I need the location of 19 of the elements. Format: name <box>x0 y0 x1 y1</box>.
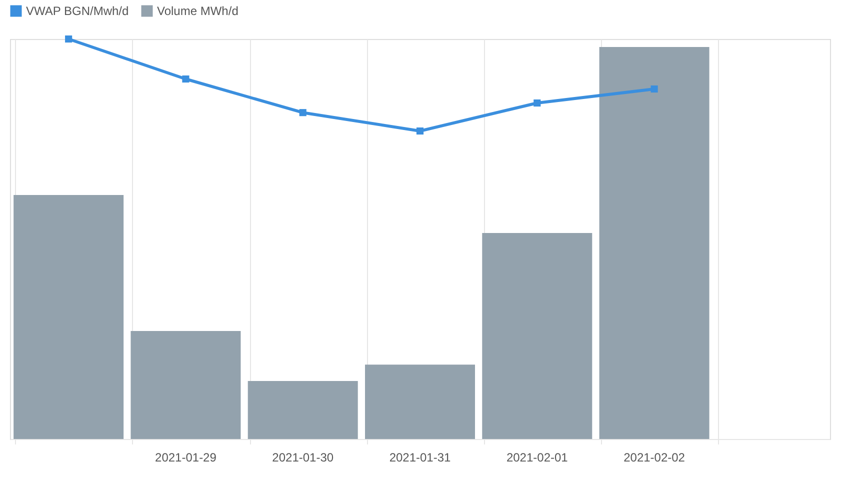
x-tick-label: 2021-01-29 <box>155 450 217 464</box>
x-tick-label: 2021-02-01 <box>506 450 568 464</box>
bar <box>599 47 710 439</box>
legend-label: Volume MWh/d <box>157 4 238 18</box>
bar <box>248 381 358 439</box>
legend-label: VWAP BGN/Mwh/d <box>26 4 129 18</box>
point <box>534 99 541 107</box>
bar <box>365 364 475 439</box>
point <box>650 85 658 93</box>
x-tick-label: 2021-01-30 <box>272 450 334 464</box>
point <box>299 109 306 116</box>
x-tick-label: 2021-01-31 <box>389 450 452 464</box>
point <box>416 127 424 135</box>
bar <box>482 233 592 439</box>
point <box>65 35 72 43</box>
bar <box>130 331 241 439</box>
x-tick-label: 2021-02-02 <box>624 450 686 464</box>
bar <box>14 195 124 439</box>
point <box>182 75 190 83</box>
